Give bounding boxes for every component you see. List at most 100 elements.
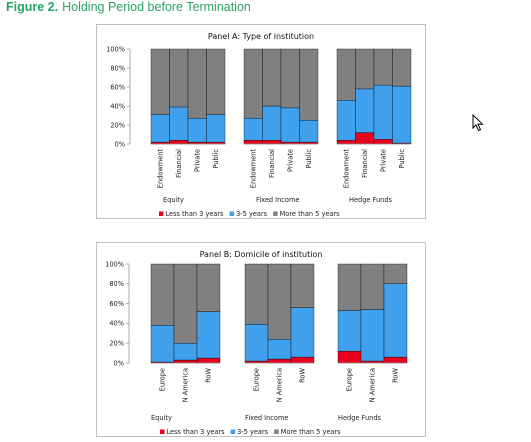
bar-fixed-income-endowment-3-5-years <box>243 118 263 141</box>
panel-a-chart: 0% 20% 40% 60% 80% 100% Endowment Financial Priv… <box>106 45 412 218</box>
category-label: Public <box>398 149 406 169</box>
bar-hedge-funds-private-more-than-5-years <box>373 48 393 86</box>
category-label: Europe <box>346 368 354 391</box>
bar-fixed-income-row-less-than-3-years <box>290 356 315 364</box>
bar-fixed-income-public-more-than-5-years <box>299 48 319 121</box>
category-label: Private <box>286 149 294 172</box>
bar-fixed-income-n-america-less-than-3-years <box>267 358 292 364</box>
group-label-equity: Equity <box>151 414 172 422</box>
bar-fixed-income-europe-3-5-years <box>244 324 269 362</box>
figure-label: Figure 2. <box>6 0 59 14</box>
category-label: N America <box>182 368 190 402</box>
bar-equity-row-3-5-years <box>196 311 221 359</box>
panel-b: Panel B: Domicile of institution 0% 20% 40… <box>96 242 426 437</box>
legend-swatch-3-5-years <box>229 211 235 216</box>
figure-title: Figure 2. Holding Period before Terminati… <box>6 0 251 14</box>
y-tick-label: 40% <box>109 320 124 328</box>
bar-fixed-income-private-3-5-years <box>280 107 300 143</box>
y-tick-label: 80% <box>110 64 125 72</box>
bar-fixed-income-europe-more-than-5-years <box>244 263 269 325</box>
legend-label-3-5-years: 3-5 years <box>236 210 268 218</box>
bar-hedge-funds-financial-less-than-3-years <box>355 132 375 145</box>
y-tick-label: 100% <box>105 260 124 268</box>
bar-hedge-funds-endowment-3-5-years <box>336 100 356 141</box>
panel-a-title: Panel A: Type of institution <box>207 32 315 41</box>
bar-equity-financial-more-than-5-years <box>169 48 189 108</box>
bar-hedge-funds-public-more-than-5-years <box>392 48 412 87</box>
group-label-equity: Equity <box>163 196 184 204</box>
bar-hedge-funds-n-america-3-5-years <box>360 309 385 362</box>
bar-fixed-income-row-more-than-5-years <box>290 263 315 308</box>
group-label-fixed-income: Fixed Income <box>245 414 288 422</box>
bar-equity-public-more-than-5-years <box>206 48 226 115</box>
bar-equity-europe-3-5-years <box>150 325 175 363</box>
category-label: Financial <box>175 149 183 178</box>
group-label-hedge-funds: Hedge Funds <box>338 414 382 422</box>
bar-fixed-income-endowment-less-than-3-years <box>243 140 263 145</box>
category-label: Private <box>379 149 387 172</box>
y-tick-label: 20% <box>110 121 125 129</box>
bar-hedge-funds-endowment-less-than-3-years <box>336 140 356 145</box>
bar-hedge-funds-n-america-more-than-5-years <box>360 263 385 310</box>
category-label: Public <box>212 149 220 169</box>
legend-swatch-3-5-years <box>230 429 236 434</box>
bar-fixed-income-row-3-5-years <box>290 307 315 358</box>
bar-fixed-income-financial-less-than-3-years <box>262 140 282 145</box>
mouse-cursor-icon <box>472 114 484 132</box>
bar-fixed-income-endowment-more-than-5-years <box>243 48 263 119</box>
group-label-fixed-income: Fixed Income <box>256 196 299 204</box>
legend-label-more-than-5-years: More than 5 years <box>280 210 341 218</box>
bar-equity-financial-less-than-3-years <box>169 140 189 145</box>
category-label: Europe <box>253 368 261 391</box>
bar-fixed-income-n-america-3-5-years <box>267 339 292 360</box>
category-label: RoW <box>299 368 307 383</box>
category-label: Endowment <box>342 149 350 189</box>
category-label: Financial <box>361 149 369 178</box>
bar-hedge-funds-europe-less-than-3-years <box>337 350 362 364</box>
y-tick-label: 20% <box>109 340 124 348</box>
bar-equity-private-more-than-5-years <box>187 48 207 119</box>
bar-hedge-funds-endowment-more-than-5-years <box>336 48 356 101</box>
category-label: Endowment <box>249 149 257 189</box>
bar-hedge-funds-europe-3-5-years <box>337 310 362 352</box>
bar-fixed-income-n-america-more-than-5-years <box>267 263 292 340</box>
bar-equity-n-america-more-than-5-years <box>173 263 198 344</box>
bar-fixed-income-financial-more-than-5-years <box>262 48 282 107</box>
panel-a: Panel A: Type of institution 0% 20% 40% 60%… <box>96 24 426 219</box>
bar-equity-endowment-3-5-years <box>150 114 170 143</box>
bar-equity-n-america-3-5-years <box>173 343 198 361</box>
y-tick-label: 0% <box>115 140 125 148</box>
y-tick-label: 60% <box>110 83 125 91</box>
category-label: N America <box>369 368 377 402</box>
category-label: Public <box>305 149 313 169</box>
bar-hedge-funds-financial-more-than-5-years <box>355 48 375 90</box>
y-tick-label: 100% <box>106 45 125 53</box>
figure-caption: Holding Period before Termination <box>62 0 251 14</box>
category-label: RoW <box>205 368 213 383</box>
legend-label-less-than-3-years: Less than 3 years <box>167 428 226 436</box>
bar-equity-public-3-5-years <box>206 114 226 143</box>
category-label: Endowment <box>156 149 164 189</box>
bar-hedge-funds-row-less-than-3-years <box>383 356 408 364</box>
bar-equity-endowment-more-than-5-years <box>150 48 170 115</box>
legend-swatch-less-than-3-years <box>160 429 165 434</box>
bar-equity-europe-more-than-5-years <box>150 263 175 326</box>
bar-fixed-income-public-3-5-years <box>299 120 319 143</box>
legend-label-more-than-5-years: More than 5 years <box>281 428 342 436</box>
bar-fixed-income-private-more-than-5-years <box>280 48 300 109</box>
bar-equity-n-america-less-than-3-years <box>173 359 198 364</box>
category-label: RoW <box>392 368 400 383</box>
y-tick-label: 80% <box>109 280 124 288</box>
bar-equity-financial-3-5-years <box>169 106 189 141</box>
bar-fixed-income-financial-3-5-years <box>262 105 282 141</box>
y-tick-label: 40% <box>110 102 125 110</box>
bar-equity-row-more-than-5-years <box>196 263 221 312</box>
bar-hedge-funds-public-3-5-years <box>392 85 412 144</box>
legend-swatch-more-than-5-years <box>274 429 279 434</box>
bar-equity-private-3-5-years <box>187 118 207 143</box>
bar-hedge-funds-private-less-than-3-years <box>373 139 393 145</box>
category-label: Private <box>193 149 201 172</box>
legend-swatch-more-than-5-years <box>273 211 278 216</box>
legend-label-3-5-years: 3-5 years <box>237 428 269 436</box>
bar-hedge-funds-europe-more-than-5-years <box>337 263 362 311</box>
